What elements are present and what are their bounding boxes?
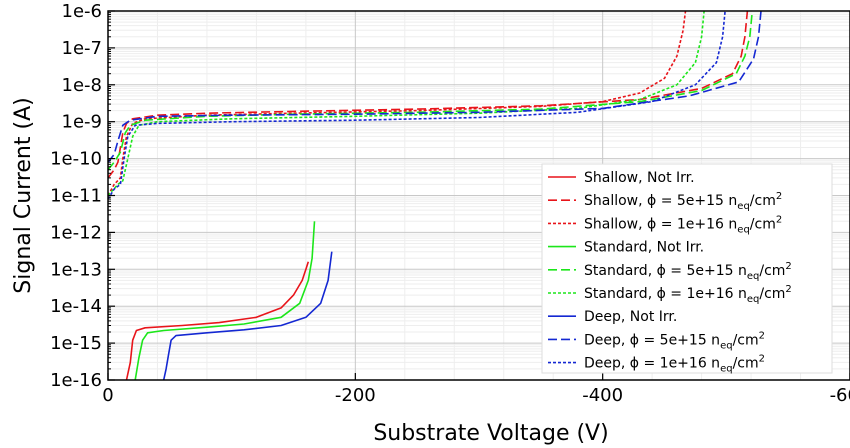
y-tick-label: 1e-12 <box>50 222 102 243</box>
legend-label-unit: /cm <box>750 193 776 209</box>
series-line <box>107 10 749 179</box>
legend-label: Standard, ϕ = 5e+15 neq/cm2 <box>584 261 792 282</box>
y-tick-label: 1e-16 <box>50 370 102 391</box>
legend-label-main: Standard, Not Irr. <box>584 240 704 256</box>
legend-label-main: Deep, ϕ = 1e+16 n <box>584 356 720 372</box>
legend-label-main: Deep, Not Irr. <box>584 309 677 325</box>
x-axis-title: Substrate Voltage (V) <box>373 421 608 446</box>
series-line <box>107 10 762 163</box>
y-tick-label: 1e-14 <box>50 296 102 317</box>
legend-label-subscript: eq <box>747 294 760 305</box>
legend-label-superscript: 2 <box>785 284 791 295</box>
series-line <box>134 221 316 381</box>
x-tick-label: -200 <box>335 385 376 406</box>
series-layer <box>107 10 762 381</box>
y-tick-label: 1e-11 <box>50 186 102 207</box>
x-tick-label: 0 <box>102 385 113 406</box>
legend-label-unit: /cm <box>733 332 759 348</box>
y-tick-label: 1e-9 <box>62 112 102 133</box>
y-tick-label: 1e-13 <box>50 259 102 280</box>
legend-label-superscript: 2 <box>785 261 791 272</box>
legend-box <box>541 163 833 374</box>
legend-label: Shallow, ϕ = 5e+15 neq/cm2 <box>584 191 782 212</box>
legend-label: Deep, Not Irr. <box>584 309 677 325</box>
legend-label-subscript: eq <box>737 201 750 212</box>
legend-label-main: Standard, ϕ = 5e+15 n <box>584 263 747 279</box>
legend-label: Shallow, Not Irr. <box>584 170 695 186</box>
x-tick-label: -400 <box>582 385 623 406</box>
y-tick-label: 1e-10 <box>50 149 102 170</box>
y-tick-label: 1e-8 <box>62 75 102 96</box>
y-axis-title: Signal Current (A) <box>11 97 36 293</box>
series-line <box>162 251 333 381</box>
legend-label-subscript: eq <box>747 271 760 282</box>
legend-label-superscript: 2 <box>759 330 765 341</box>
legend-label-superscript: 2 <box>776 191 782 202</box>
legend-label-main: Shallow, Not Irr. <box>584 170 695 186</box>
x-tick-label: -600 <box>830 385 850 406</box>
legend-label: Deep, ϕ = 1e+16 neq/cm2 <box>584 354 765 375</box>
legend-label-main: Standard, ϕ = 1e+16 n <box>584 286 747 302</box>
y-tick-label: 1e-7 <box>62 38 102 59</box>
legend-label-main: Shallow, ϕ = 5e+15 n <box>584 193 737 209</box>
legend-label-unit: /cm <box>759 263 785 279</box>
legend-label-unit: /cm <box>759 286 785 302</box>
series-line <box>107 10 726 200</box>
y-tick-label: 1e-6 <box>62 1 102 22</box>
y-tick-label: 1e-15 <box>50 333 102 354</box>
legend-label-unit: /cm <box>733 356 759 372</box>
legend-label-subscript: eq <box>720 364 733 375</box>
tick-layer: 1e-6 1e-7 1e-8 1e-9 1e-10 1e-11 1e-12 1e-13 1e-1… <box>50 1 850 406</box>
legend-label-main: Shallow, ϕ = 1e+16 n <box>584 216 737 232</box>
legend-label-unit: /cm <box>750 216 776 232</box>
legend-label: Deep, ϕ = 5e+15 neq/cm2 <box>584 330 765 351</box>
legend-label-superscript: 2 <box>759 354 765 365</box>
series-line <box>107 10 754 171</box>
legend-label: Standard, ϕ = 1e+16 neq/cm2 <box>584 284 792 305</box>
legend-label-subscript: eq <box>720 340 733 351</box>
legend-label-subscript: eq <box>737 224 750 235</box>
legend-label-superscript: 2 <box>776 214 782 225</box>
series-line <box>125 261 310 381</box>
legend-label: Standard, Not Irr. <box>584 240 704 256</box>
legend-label-main: Deep, ϕ = 5e+15 n <box>584 332 720 348</box>
series-line <box>107 10 705 197</box>
legend-label: Shallow, ϕ = 1e+16 neq/cm2 <box>584 214 782 235</box>
legend: Shallow, Not Irr.Shallow, ϕ = 5e+15 neq/… <box>541 163 833 375</box>
